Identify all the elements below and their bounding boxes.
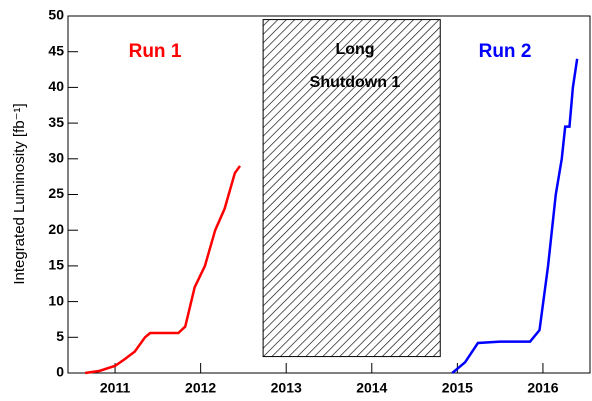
x-tick-label: 2014 bbox=[356, 380, 387, 396]
y-tick-label: 10 bbox=[48, 292, 64, 308]
y-tick-label: 0 bbox=[56, 364, 64, 380]
x-tick-label: 2015 bbox=[442, 380, 473, 396]
series-line bbox=[451, 58, 579, 374]
y-tick-label: 35 bbox=[48, 114, 64, 130]
annotation: Shutdown 1 bbox=[310, 74, 401, 91]
y-axis-label: Integrated Luminosity [fb⁻¹] bbox=[11, 103, 28, 284]
series-label: Run 2 bbox=[479, 41, 532, 62]
y-tick-label: 20 bbox=[48, 221, 64, 237]
annotation: Long bbox=[335, 41, 374, 58]
y-tick-label: 5 bbox=[56, 328, 64, 344]
x-tick-label: 2013 bbox=[271, 380, 302, 396]
y-tick-label: 15 bbox=[48, 257, 64, 273]
y-tick-label: 45 bbox=[48, 42, 64, 58]
y-tick-label: 50 bbox=[48, 7, 64, 23]
series-line bbox=[84, 165, 242, 375]
shaded-region bbox=[262, 19, 441, 358]
y-tick-label: 40 bbox=[48, 78, 64, 94]
y-tick-label: 30 bbox=[48, 150, 64, 166]
x-tick-label: 2011 bbox=[100, 380, 131, 396]
y-tick-label: 25 bbox=[48, 185, 64, 201]
x-tick-label: 2012 bbox=[185, 380, 216, 396]
x-tick-label: 2016 bbox=[527, 380, 558, 396]
series-label: Run 1 bbox=[129, 41, 182, 62]
